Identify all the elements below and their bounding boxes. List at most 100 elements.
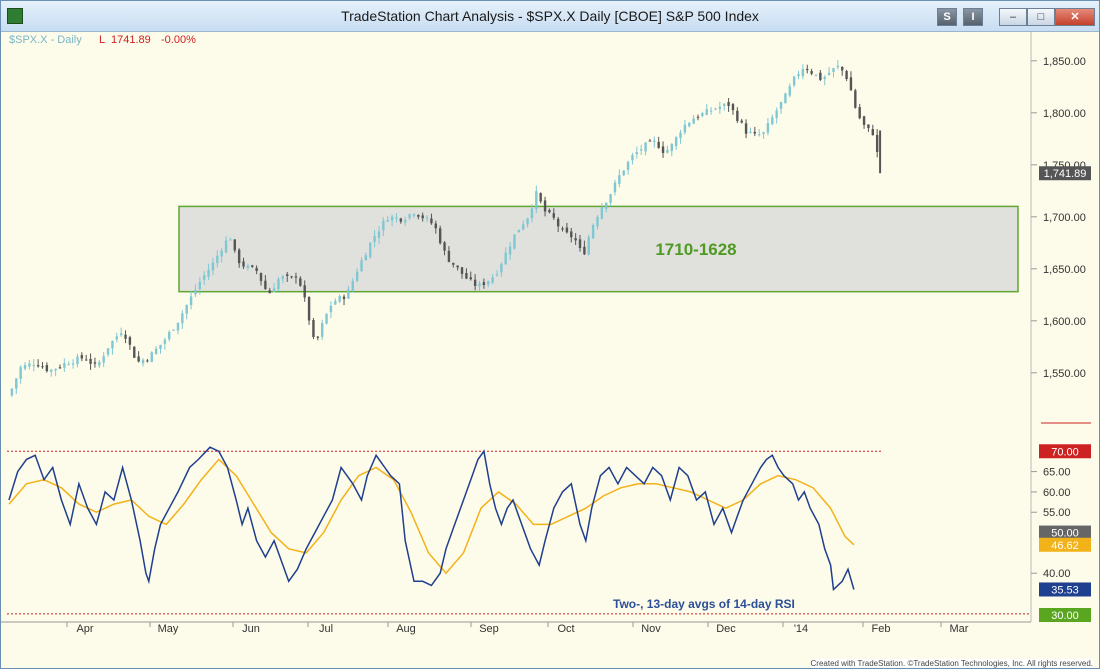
candle-body <box>543 200 547 212</box>
legend-change: -0.00% <box>161 34 196 46</box>
candle-body <box>587 237 590 255</box>
candle-body <box>753 131 757 134</box>
candle-body <box>89 358 92 364</box>
candle-body <box>674 137 678 147</box>
symbol-link-button[interactable]: S <box>937 8 957 26</box>
candle-body <box>522 224 525 230</box>
time-tick-label: Aug <box>396 623 416 635</box>
legend-symbol: $SPX.X - Daily <box>9 34 82 46</box>
candle-body <box>303 285 306 298</box>
oversold-level-label: 30.00 <box>1051 610 1079 622</box>
candle-body <box>377 231 381 239</box>
candle-body <box>657 141 660 148</box>
footer-credit: Created with TradeStation. ©TradeStation… <box>810 659 1093 668</box>
candle-body <box>76 356 79 365</box>
candle-body <box>583 246 586 255</box>
candle-body <box>146 360 149 362</box>
candle-body <box>661 146 665 153</box>
candle-body <box>744 123 748 134</box>
rsi-tick-label: 55.00 <box>1043 507 1071 519</box>
chart-area[interactable]: $SPX.X - Daily L 1741.89 -0.00% 1710-162… <box>1 32 1099 668</box>
candle-body <box>41 366 44 368</box>
candle-body <box>325 313 328 324</box>
candle-body <box>133 346 136 358</box>
candle-body <box>320 323 324 337</box>
candle-body <box>93 362 97 364</box>
candle-body <box>351 280 354 291</box>
candle-body <box>473 279 477 286</box>
candle-body <box>438 228 442 244</box>
candle-body <box>347 289 350 299</box>
candle-body <box>50 369 53 372</box>
candle-body <box>233 239 236 251</box>
candle-body <box>176 322 180 331</box>
maximize-button[interactable]: □ <box>1027 8 1055 26</box>
candle-body <box>338 296 341 302</box>
candle-body <box>10 388 14 396</box>
candle-body <box>862 116 866 125</box>
candle-body <box>570 231 573 238</box>
candle-body <box>552 213 555 218</box>
candle-body <box>591 224 595 239</box>
candle-body <box>58 367 62 369</box>
candle-body <box>412 214 416 216</box>
candle-body <box>71 363 75 365</box>
time-tick-label: Jun <box>242 623 260 635</box>
candle-body <box>434 223 438 229</box>
title-bar[interactable]: TradeStation Chart Analysis - $SPX.X Dai… <box>1 1 1099 32</box>
candle-body <box>653 140 656 142</box>
candle-body <box>771 117 774 125</box>
midline-level-label: 50.00 <box>1051 528 1079 540</box>
candle-body <box>526 218 529 225</box>
candle-body <box>45 365 49 372</box>
rsi-axis: 40.00 55.00 60.00 65.00 <box>1031 467 1071 580</box>
candle-body <box>648 140 652 142</box>
candle-body <box>272 288 276 293</box>
candle-body <box>635 152 639 155</box>
candle-body <box>801 69 805 77</box>
candle-body <box>355 271 359 281</box>
candle-body <box>220 250 223 257</box>
rsi13-last-label: 46.62 <box>1051 540 1079 552</box>
candle-body <box>54 368 57 371</box>
candle-body <box>189 296 193 306</box>
candle-body <box>692 118 695 124</box>
candle-body <box>666 149 669 153</box>
candle-body <box>255 267 258 271</box>
candle-body <box>736 110 739 121</box>
rsi2-last-label: 35.53 <box>1051 584 1079 596</box>
candle-body <box>854 90 857 108</box>
tradestation-app-icon[interactable] <box>7 8 23 24</box>
candle-body <box>421 215 424 219</box>
candle-body <box>639 149 643 151</box>
candle-body <box>600 207 604 219</box>
candle-body <box>360 260 363 272</box>
candle-body <box>797 74 800 77</box>
candle-body <box>469 277 472 280</box>
candle-body <box>709 110 713 112</box>
time-tick-label: '14 <box>794 623 808 635</box>
price-tick-label: 1,550.00 <box>1043 368 1086 380</box>
close-button[interactable]: ✕ <box>1055 8 1095 26</box>
candle-body <box>119 333 123 336</box>
candle-body <box>216 255 219 263</box>
candle-body <box>259 272 263 281</box>
window-title: TradeStation Chart Analysis - $SPX.X Dai… <box>341 8 759 24</box>
time-tick-label: Feb <box>872 623 891 635</box>
candle-body <box>268 290 271 294</box>
candle-body <box>98 362 101 366</box>
candle-body <box>875 135 879 152</box>
candle-body <box>618 175 621 184</box>
candle-body <box>845 70 848 79</box>
candle-body <box>299 278 302 286</box>
candle-body <box>80 355 84 359</box>
candle-body <box>159 344 162 349</box>
candle-body <box>242 261 245 267</box>
candle-body <box>508 246 512 255</box>
time-tick-label: May <box>158 623 179 635</box>
candle-body <box>163 339 167 344</box>
candle-body <box>513 234 516 249</box>
interval-link-button[interactable]: I <box>963 8 983 26</box>
minimize-button[interactable]: – <box>999 8 1027 26</box>
price-tick-label: 1,650.00 <box>1043 264 1086 276</box>
